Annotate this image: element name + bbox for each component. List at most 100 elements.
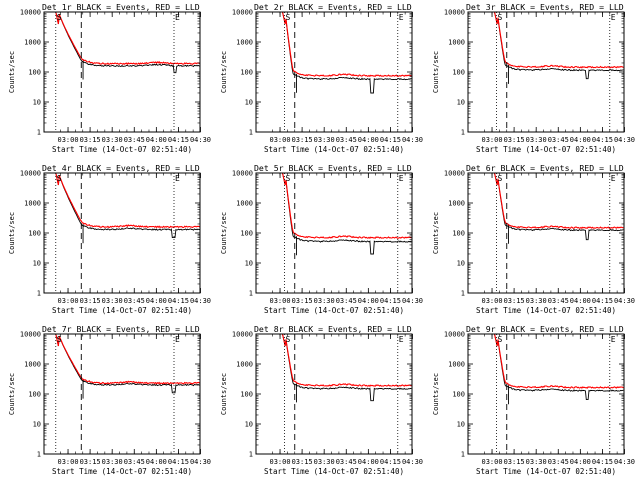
y-tick-label: 100 bbox=[452, 69, 465, 77]
y-tick-label: 10000 bbox=[20, 170, 41, 178]
start-marker: S bbox=[497, 335, 502, 344]
x-tick-label: 04:30 bbox=[190, 297, 211, 305]
x-tick-label: 03:15 bbox=[504, 136, 525, 144]
start-marker: S bbox=[285, 335, 290, 344]
x-tick-label: 04:00 bbox=[570, 297, 591, 305]
chart-title: Det 7r BLACK = Events, RED = LLD bbox=[42, 324, 200, 334]
y-tick-label: 1000 bbox=[448, 200, 465, 208]
x-tick-label: 03:00 bbox=[57, 136, 78, 144]
x-tick-label: 03:45 bbox=[124, 297, 145, 305]
lld-line bbox=[281, 334, 412, 387]
plot-frame bbox=[255, 11, 413, 133]
plot-area bbox=[55, 12, 200, 80]
y-tick-label: 1 bbox=[37, 290, 41, 298]
x-tick-label: 03:15 bbox=[80, 297, 101, 305]
x-tick-label: 04:30 bbox=[190, 458, 211, 466]
x-tick-label: 04:00 bbox=[146, 458, 167, 466]
chart-panel-4: Det 4r BLACK = Events, RED = LLD Counts/s… bbox=[8, 163, 211, 315]
y-tick-label: 100 bbox=[452, 230, 465, 238]
start-marker: S bbox=[57, 174, 62, 183]
x-tick-label: 04:15 bbox=[592, 136, 613, 144]
x-axis-label: Start Time (14-Oct-07 02:51:40) bbox=[52, 145, 192, 154]
plot-frame bbox=[43, 333, 201, 455]
x-tick-label: 04:30 bbox=[614, 136, 635, 144]
end-marker: E bbox=[399, 174, 404, 183]
x-tick-label: 03:30 bbox=[526, 297, 547, 305]
x-tick-label: 04:30 bbox=[614, 458, 635, 466]
chart-title: Det 2r BLACK = Events, RED = LLD bbox=[254, 2, 412, 12]
plot-area bbox=[493, 12, 624, 84]
y-axis-label: Counts/sec bbox=[220, 51, 228, 93]
y-tick-label: 1 bbox=[37, 129, 41, 137]
x-tick-label: 03:45 bbox=[548, 458, 569, 466]
x-tick-label: 03:45 bbox=[336, 136, 357, 144]
lld-line bbox=[55, 334, 200, 385]
y-axis-label: Counts/sec bbox=[432, 373, 440, 415]
chart-panel-7: Det 7r BLACK = Events, RED = LLD Counts/s… bbox=[8, 324, 211, 476]
y-tick-label: 1000 bbox=[236, 200, 253, 208]
y-axis-label: Counts/sec bbox=[8, 373, 16, 415]
plot-area bbox=[493, 173, 624, 244]
plot-frame bbox=[467, 172, 625, 294]
y-tick-label: 10000 bbox=[20, 331, 41, 339]
x-tick-label: 03:45 bbox=[336, 297, 357, 305]
y-tick-label: 10000 bbox=[232, 331, 253, 339]
chart-title: Det 4r BLACK = Events, RED = LLD bbox=[42, 163, 200, 173]
y-tick-label: 10000 bbox=[444, 331, 465, 339]
x-tick-label: 04:00 bbox=[146, 136, 167, 144]
y-tick-label: 10000 bbox=[444, 9, 465, 17]
x-tick-label: 04:15 bbox=[168, 297, 189, 305]
x-tick-label: 04:00 bbox=[570, 136, 591, 144]
x-tick-label: 03:15 bbox=[292, 136, 313, 144]
x-tick-label: 04:15 bbox=[168, 136, 189, 144]
plot-frame bbox=[255, 333, 413, 455]
start-marker: S bbox=[285, 174, 290, 183]
chart-panel-6: Det 6r BLACK = Events, RED = LLD Counts/s… bbox=[432, 163, 635, 315]
x-tick-label: 03:00 bbox=[481, 458, 502, 466]
x-axis-label: Start Time (14-Oct-07 02:51:40) bbox=[52, 467, 192, 476]
start-marker: S bbox=[497, 13, 502, 22]
start-marker: S bbox=[497, 174, 502, 183]
y-tick-label: 1 bbox=[249, 129, 253, 137]
chart-panel-3: Det 3r BLACK = Events, RED = LLD Counts/s… bbox=[432, 2, 635, 154]
y-tick-label: 1 bbox=[249, 451, 253, 459]
end-marker: E bbox=[399, 335, 404, 344]
y-tick-label: 10 bbox=[457, 260, 465, 268]
x-tick-label: 03:45 bbox=[548, 136, 569, 144]
y-tick-label: 100 bbox=[28, 69, 41, 77]
x-tick-label: 03:30 bbox=[102, 297, 123, 305]
plot-frame bbox=[43, 11, 201, 133]
y-tick-label: 1000 bbox=[448, 39, 465, 47]
chart-title: Det 1r BLACK = Events, RED = LLD bbox=[42, 2, 200, 12]
x-tick-label: 04:15 bbox=[380, 297, 401, 305]
chart-title: Det 6r BLACK = Events, RED = LLD bbox=[466, 163, 624, 173]
plot-area bbox=[55, 334, 200, 399]
x-tick-label: 03:00 bbox=[269, 458, 290, 466]
y-tick-label: 10 bbox=[33, 421, 41, 429]
events-line bbox=[55, 173, 200, 239]
x-tick-label: 04:30 bbox=[190, 136, 211, 144]
x-tick-label: 03:30 bbox=[314, 136, 335, 144]
lld-line bbox=[281, 12, 412, 78]
x-tick-label: 04:30 bbox=[402, 136, 423, 144]
plot-area bbox=[493, 334, 624, 405]
y-axis-label: Counts/sec bbox=[8, 212, 16, 254]
y-tick-label: 10000 bbox=[232, 9, 253, 17]
plot-frame bbox=[467, 11, 625, 133]
x-tick-label: 03:15 bbox=[504, 458, 525, 466]
chart-title: Det 5r BLACK = Events, RED = LLD bbox=[254, 163, 412, 173]
y-tick-label: 10 bbox=[33, 99, 41, 107]
lld-line bbox=[493, 334, 624, 389]
y-tick-label: 1 bbox=[37, 451, 41, 459]
lld-line bbox=[281, 173, 412, 239]
y-axis-label: Counts/sec bbox=[220, 373, 228, 415]
x-axis-label: Start Time (14-Oct-07 02:51:40) bbox=[476, 145, 616, 154]
x-tick-label: 03:15 bbox=[80, 136, 101, 144]
y-tick-label: 1 bbox=[461, 290, 465, 298]
x-tick-label: 04:30 bbox=[402, 297, 423, 305]
x-tick-label: 04:30 bbox=[402, 458, 423, 466]
plot-frame bbox=[467, 333, 625, 455]
x-tick-label: 03:15 bbox=[80, 458, 101, 466]
events-line bbox=[494, 334, 624, 401]
